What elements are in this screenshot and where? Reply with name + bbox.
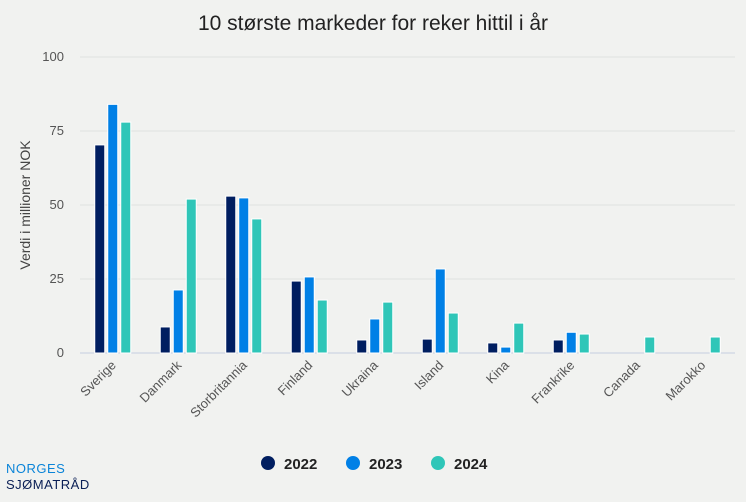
logo: NORGES SJØMATRÅD [6,461,90,492]
chart-title: 10 største markeder for reker hittil i å… [198,12,548,35]
y-tick-label: 0 [57,345,64,360]
bar-2024-finland[interactable] [316,299,328,354]
x-tick-label: Frankrike [528,358,577,407]
legend-item-2023[interactable]: 2023 [346,456,402,473]
x-tick-label: Storbritannia [187,357,250,420]
logo-line2: SJØMATRÅD [6,477,90,492]
x-tick-label: Sverige [77,358,119,400]
bar-2022-ukraina[interactable] [356,339,368,354]
legend-item-2022[interactable]: 2022 [261,456,317,473]
bar-2024-ukraina[interactable] [382,301,394,354]
legend-marker [346,456,360,470]
bar-2024-danmark[interactable] [185,198,197,354]
bar-2022-island[interactable] [421,338,433,354]
bar-2023-island[interactable] [434,268,446,354]
x-tick-label: Canada [600,357,643,400]
x-tick-label: Kina [483,357,513,387]
legend-marker [431,456,445,470]
legend-label: 2023 [369,456,402,473]
y-axis-label: Verdi i millioner NOK [17,140,33,270]
x-tick-label: Ukraina [339,357,382,400]
legend-label: 2022 [284,456,317,473]
bar-2023-danmark[interactable] [172,289,184,354]
y-tick-label: 50 [50,197,64,212]
y-tick-label: 75 [50,123,64,138]
bar-2022-finland[interactable] [290,280,302,354]
bar-2022-danmark[interactable] [159,326,171,354]
legend-label: 2024 [454,456,488,473]
y-tick-label: 100 [42,49,64,64]
bar-2024-frankrike[interactable] [578,333,590,354]
bar-2023-frankrike[interactable] [565,331,577,354]
bar-2023-ukraina[interactable] [369,318,381,354]
legend-item-2024[interactable]: 2024 [431,456,488,473]
bar-2023-sverige[interactable] [107,103,119,354]
bar-2022-kina[interactable] [487,342,499,354]
bar-2024-storbritannia[interactable] [251,218,263,354]
x-tick-label: Marokko [663,358,709,404]
bar-2024-marokko[interactable] [709,336,721,354]
bar-2022-storbritannia[interactable] [225,195,237,354]
bar-2023-kina[interactable] [500,346,512,354]
x-tick-label: Finland [275,358,316,399]
y-tick-label: 25 [50,271,64,286]
x-tick-label: Island [411,358,446,393]
legend-marker [261,456,275,470]
bar-2024-canada[interactable] [644,336,656,354]
bar-2022-frankrike[interactable] [552,339,564,354]
logo-line1: NORGES [6,461,65,476]
bar-2022-sverige[interactable] [94,144,106,354]
bar-2024-kina[interactable] [513,322,525,354]
bar-2024-sverige[interactable] [120,121,132,354]
bar-2023-storbritannia[interactable] [238,197,250,354]
x-tick-label: Danmark [136,357,184,405]
bar-2023-finland[interactable] [303,276,315,354]
bar-2024-island[interactable] [447,312,459,354]
